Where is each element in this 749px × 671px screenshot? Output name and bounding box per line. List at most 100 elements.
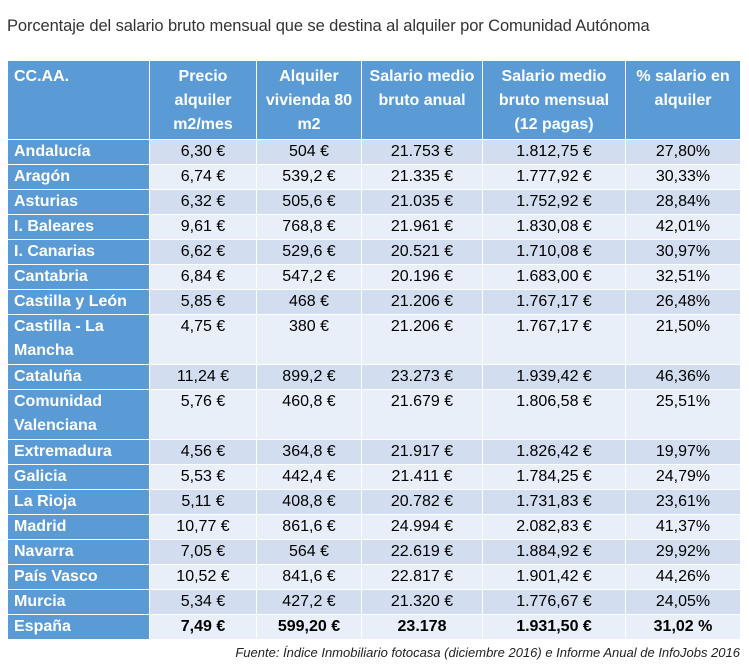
table-row: I. Baleares 9,61 € 768,8 € 21.961 € 1.83… — [7, 214, 741, 240]
row-pct: 42,01% — [625, 214, 741, 240]
row-alquiler: 460,8 € — [256, 389, 362, 440]
table-row: Andalucía 6,30 € 504 € 21.753 € 1.812,75… — [7, 139, 741, 165]
header-salario-mensual: Salario medio bruto mensual (12 pagas) — [482, 60, 626, 140]
row-salario-anual: 21.411 € — [361, 464, 483, 490]
row-salario-mensual: 1.710,08 € — [482, 239, 626, 265]
row-salario-anual: 20.521 € — [361, 239, 483, 265]
row-region: País Vasco — [7, 564, 150, 590]
row-region: Galicia — [7, 464, 150, 490]
row-region: Navarra — [7, 539, 150, 565]
row-pct: 23,61% — [625, 489, 741, 515]
table-row: País Vasco 10,52 € 841,6 € 22.817 € 1.90… — [7, 564, 741, 590]
row-salario-mensual: 1.776,67 € — [482, 589, 626, 615]
row-salario-mensual: 1.806,58 € — [482, 389, 626, 440]
row-pct: 26,48% — [625, 289, 741, 315]
row-region: La Rioja — [7, 489, 150, 515]
row-precio: 7,05 € — [149, 539, 257, 565]
header-alquiler-vivienda: Alquiler vivienda 80 m2 — [256, 60, 362, 140]
row-region: I. Baleares — [7, 214, 150, 240]
row-pct: 29,92% — [625, 539, 741, 565]
row-region: Aragón — [7, 164, 150, 190]
row-salario-anual: 21.035 € — [361, 189, 483, 215]
table-row: Galicia 5,53 € 442,4 € 21.411 € 1.784,25… — [7, 464, 741, 490]
table-row-total: España 7,49 € 599,20 € 23.178 1.931,50 €… — [7, 614, 741, 640]
table-row: Castilla - La Mancha 4,75 € 380 € 21.206… — [7, 314, 741, 365]
header-ccaa: CC.AA. — [7, 60, 150, 140]
row-salario-anual: 22.619 € — [361, 539, 483, 565]
row-precio: 4,56 € — [149, 439, 257, 465]
row-salario-mensual: 1.767,17 € — [482, 314, 626, 365]
row-region: Madrid — [7, 514, 150, 540]
row-pct: 25,51% — [625, 389, 741, 440]
row-precio: 5,53 € — [149, 464, 257, 490]
table-header-row: CC.AA. Precio alquiler m2/mes Alquiler v… — [7, 60, 741, 140]
row-salario-anual: 21.679 € — [361, 389, 483, 440]
row-alquiler: 539,2 € — [256, 164, 362, 190]
row-alquiler: 468 € — [256, 289, 362, 315]
row-pct: 32,51% — [625, 264, 741, 290]
row-salario-mensual: 1.784,25 € — [482, 464, 626, 490]
row-alquiler: 505,6 € — [256, 189, 362, 215]
row-pct: 28,84% — [625, 189, 741, 215]
table-row: Extremadura 4,56 € 364,8 € 21.917 € 1.82… — [7, 439, 741, 465]
row-alquiler: 380 € — [256, 314, 362, 365]
row-alquiler: 899,2 € — [256, 364, 362, 390]
row-pct: 24,05% — [625, 589, 741, 615]
row-alquiler: 599,20 € — [256, 614, 362, 640]
row-salario-anual: 23.273 € — [361, 364, 483, 390]
row-pct: 44,26% — [625, 564, 741, 590]
row-precio: 5,85 € — [149, 289, 257, 315]
row-pct: 19,97% — [625, 439, 741, 465]
row-pct: 31,02 % — [625, 614, 741, 640]
rent-salary-table: CC.AA. Precio alquiler m2/mes Alquiler v… — [7, 60, 741, 640]
row-pct: 27,80% — [625, 139, 741, 165]
row-salario-mensual: 1.939,42 € — [482, 364, 626, 390]
row-alquiler: 841,6 € — [256, 564, 362, 590]
row-precio: 6,32 € — [149, 189, 257, 215]
row-precio: 6,74 € — [149, 164, 257, 190]
table-row: Madrid 10,77 € 861,6 € 24.994 € 2.082,83… — [7, 514, 741, 540]
row-precio: 6,62 € — [149, 239, 257, 265]
row-salario-mensual: 2.082,83 € — [482, 514, 626, 540]
row-region: I. Canarias — [7, 239, 150, 265]
table-row: Navarra 7,05 € 564 € 22.619 € 1.884,92 €… — [7, 539, 741, 565]
row-region: Castilla - La Mancha — [7, 314, 150, 365]
row-salario-mensual: 1.767,17 € — [482, 289, 626, 315]
table-row: Murcia 5,34 € 427,2 € 21.320 € 1.776,67 … — [7, 589, 741, 615]
row-salario-mensual: 1.884,92 € — [482, 539, 626, 565]
row-salario-mensual: 1.752,92 € — [482, 189, 626, 215]
row-precio: 4,75 € — [149, 314, 257, 365]
table-row: I. Canarias 6,62 € 529,6 € 20.521 € 1.71… — [7, 239, 741, 265]
row-region: Cantabria — [7, 264, 150, 290]
row-region: Murcia — [7, 589, 150, 615]
row-salario-mensual: 1.777,92 € — [482, 164, 626, 190]
table-row: Aragón 6,74 € 539,2 € 21.335 € 1.777,92 … — [7, 164, 741, 190]
row-salario-mensual: 1.830,08 € — [482, 214, 626, 240]
row-precio: 11,24 € — [149, 364, 257, 390]
row-region: España — [7, 614, 150, 640]
row-pct: 46,36% — [625, 364, 741, 390]
row-alquiler: 504 € — [256, 139, 362, 165]
row-alquiler: 861,6 € — [256, 514, 362, 540]
page-title: Porcentaje del salario bruto mensual que… — [7, 17, 650, 35]
row-precio: 6,30 € — [149, 139, 257, 165]
row-precio: 5,34 € — [149, 589, 257, 615]
row-region: Andalucía — [7, 139, 150, 165]
table-row: Cataluña 11,24 € 899,2 € 23.273 € 1.939,… — [7, 364, 741, 390]
header-salario-anual: Salario medio bruto anual — [361, 60, 483, 140]
row-precio: 10,77 € — [149, 514, 257, 540]
row-region: Asturias — [7, 189, 150, 215]
row-alquiler: 529,6 € — [256, 239, 362, 265]
row-alquiler: 547,2 € — [256, 264, 362, 290]
header-precio-alquiler: Precio alquiler m2/mes — [149, 60, 257, 140]
row-salario-anual: 21.206 € — [361, 289, 483, 315]
row-salario-anual: 23.178 — [361, 614, 483, 640]
row-region: Castilla y León — [7, 289, 150, 315]
row-salario-mensual: 1.901,42 € — [482, 564, 626, 590]
row-salario-anual: 21.753 € — [361, 139, 483, 165]
row-precio: 7,49 € — [149, 614, 257, 640]
row-salario-anual: 21.335 € — [361, 164, 483, 190]
row-pct: 30,97% — [625, 239, 741, 265]
row-salario-anual: 20.782 € — [361, 489, 483, 515]
row-pct: 21,50% — [625, 314, 741, 365]
